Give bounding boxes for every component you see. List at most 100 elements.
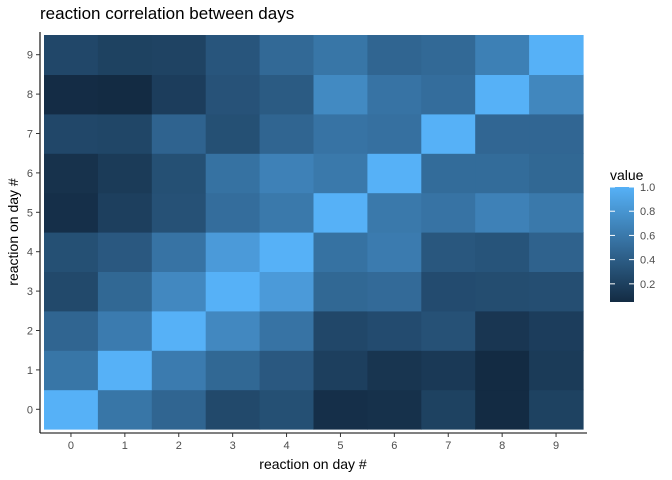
x-tick-label: 3: [230, 440, 236, 452]
heatmap-cell: [205, 232, 261, 272]
heatmap-cell: [97, 113, 153, 154]
heatmap-cell: [367, 113, 422, 154]
heatmap-cell: [421, 271, 476, 312]
heatmap-cell: [475, 74, 530, 115]
heatmap-cell: [151, 74, 207, 115]
heatmap-cell: [205, 271, 261, 312]
y-tick-label: 4: [27, 247, 33, 259]
heatmap-cell: [44, 232, 99, 272]
heatmap-cell: [205, 74, 261, 115]
x-tick-label: 9: [553, 440, 559, 452]
heatmap-cell: [151, 310, 207, 351]
heatmap-cell: [44, 350, 99, 391]
heatmap-cell: [421, 74, 476, 115]
legend-ticks: 0.2 0.4 0.6 0.8 1.0: [610, 182, 655, 291]
heatmap-cell: [475, 350, 530, 391]
x-tick-label: 8: [499, 440, 505, 452]
x-axis-title: reaction on day #: [259, 456, 367, 472]
heatmap-cell: [44, 192, 99, 233]
heatmap-cell: [529, 113, 584, 154]
heatmap-cell: [367, 271, 422, 312]
heatmap-cell: [421, 113, 476, 154]
y-tick-label: 6: [27, 168, 33, 180]
heatmap-cell: [529, 310, 584, 351]
heatmap-cell: [259, 271, 315, 312]
heatmap-cell: [151, 153, 207, 194]
axes: [39, 32, 587, 434]
heatmap-cell: [529, 232, 584, 272]
heatmap-cell: [44, 310, 99, 351]
heatmap-cell: [475, 153, 530, 194]
heatmap-cell: [44, 113, 99, 154]
heatmap-cell: [205, 350, 261, 391]
heatmap-cell: [313, 74, 368, 115]
heatmap-cell: [475, 35, 530, 75]
heatmap-cell: [44, 389, 99, 430]
heatmap-cell: [151, 35, 207, 75]
heatmap-cell: [205, 192, 261, 233]
heatmap-cell: [259, 310, 315, 351]
heatmap-cell: [313, 113, 368, 154]
heatmap-cell: [421, 310, 476, 351]
heatmap-cell: [44, 153, 99, 194]
legend-tick-label: 0.4: [640, 255, 655, 267]
y-tick-label: 0: [27, 404, 33, 416]
heatmap-cell: [259, 35, 315, 75]
heatmap-cell: [97, 350, 153, 391]
heatmap-cell: [313, 310, 368, 351]
heatmap-cell: [367, 389, 422, 430]
legend-tick-label: 1.0: [640, 182, 655, 194]
heatmap-cell: [259, 232, 315, 272]
heatmap-cell: [529, 35, 584, 75]
chart-title: reaction correlation between days: [40, 4, 295, 23]
heatmap-cell: [259, 192, 315, 233]
y-tick-label: 5: [27, 207, 33, 219]
y-tick-label: 8: [27, 89, 33, 101]
legend-title: value: [610, 167, 644, 183]
x-tick-label: 2: [176, 440, 182, 452]
legend-tick-label: 0.8: [640, 206, 655, 218]
heatmap-cell: [421, 350, 476, 391]
heatmap-cell: [475, 271, 530, 312]
y-tick-label: 2: [27, 326, 33, 338]
x-tick-label: 6: [391, 440, 397, 452]
heatmap-cell: [151, 271, 207, 312]
heatmap-cell: [44, 271, 99, 312]
heatmap-cell: [97, 153, 153, 194]
axis-ticks: 0 1 2 3 4 5 6 7 8 9 0 1 2 3 4 5 6 7 8 9: [27, 50, 559, 452]
heatmap-cell: [44, 74, 99, 115]
heatmap-cell: [151, 350, 207, 391]
colorbar: [610, 187, 634, 302]
heatmap-cell: [367, 192, 422, 233]
heatmap-cell: [259, 350, 315, 391]
heatmap-cell: [475, 310, 530, 351]
x-tick-label: 4: [283, 440, 289, 452]
heatmap-cell: [259, 74, 315, 115]
legend-tick-label: 0.2: [640, 279, 655, 291]
heatmap-cell: [97, 74, 153, 115]
heatmap-cell: [259, 389, 315, 430]
y-tick-label: 1: [27, 365, 33, 377]
x-tick-label: 5: [337, 440, 343, 452]
heatmap-cells: [44, 35, 584, 430]
colorbar-legend: value 0.2 0.4 0.6 0.8 1.0: [610, 167, 655, 302]
heatmap-cell: [529, 153, 584, 194]
x-tick-label: 0: [68, 440, 74, 452]
heatmap-cell: [475, 232, 530, 272]
x-tick-label: 1: [122, 440, 128, 452]
heatmap-cell: [313, 271, 368, 312]
heatmap-cell: [259, 153, 315, 194]
heatmap-cell: [367, 232, 422, 272]
heatmap-cell: [205, 389, 261, 430]
heatmap-cell: [97, 35, 153, 75]
heatmap-cell: [367, 74, 422, 115]
y-axis-title: reaction on day #: [5, 178, 21, 286]
legend-tick-label: 0.6: [640, 230, 655, 242]
heatmap-cell: [97, 389, 153, 430]
y-tick-label: 7: [27, 129, 33, 141]
heatmap-cell: [367, 310, 422, 351]
heatmap-cell: [313, 350, 368, 391]
heatmap-cell: [151, 232, 207, 272]
heatmap-cell: [205, 310, 261, 351]
